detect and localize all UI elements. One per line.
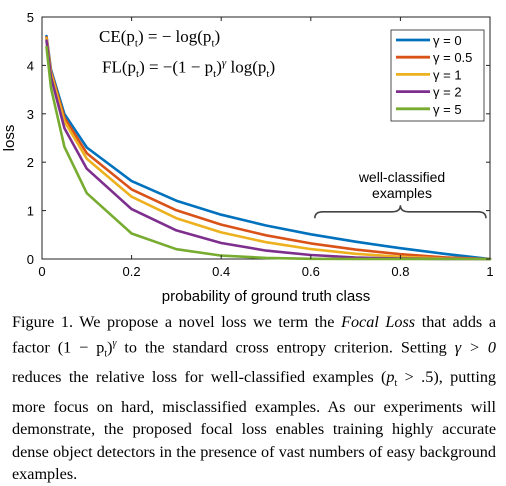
x-axis-label: probability of ground truth class: [162, 288, 370, 305]
x-tick-label: 0.6: [302, 264, 320, 279]
y-tick-label: 5: [27, 10, 34, 25]
y-tick-label: 3: [27, 107, 34, 122]
legend-label-2: γ = 1: [433, 67, 462, 82]
y-axis-label: loss: [1, 125, 18, 152]
legend-label-3: γ = 2: [433, 85, 462, 100]
ce-equation: CE(pt) = − log(pt): [99, 27, 221, 50]
x-tick-label: 0.8: [391, 264, 409, 279]
y-tick-label: 2: [27, 155, 34, 170]
y-tick-label: 0: [27, 252, 34, 267]
caption-label: Figure 1.: [12, 313, 73, 331]
focal-loss-chart: 0 0.2 0.4 0.6 0.8 1 0 1 2 3 4 5 loss probability of…: [1, 10, 494, 305]
x-tick-label: 0.4: [212, 264, 230, 279]
well-classified-annotation: well-classified examples: [314, 169, 487, 219]
annotation-text-line1: well-classified: [358, 169, 445, 185]
annotation-brace: [314, 205, 487, 219]
y-tick-label: 4: [27, 58, 34, 73]
annotation-text-line2: examples: [372, 185, 432, 201]
legend: γ = 0 γ = 0.5 γ = 1 γ = 2 γ = 5: [390, 29, 485, 122]
figure-caption: Figure 1. We propose a novel loss we ter…: [12, 313, 497, 484]
x-tick-label: 0.2: [123, 264, 141, 279]
y-tick-label: 1: [27, 204, 34, 219]
legend-label-0: γ = 0: [433, 33, 462, 48]
x-tick-label: 0: [38, 264, 45, 279]
focal-loss-term: Focal Loss: [341, 313, 416, 331]
legend-label-1: γ = 0.5: [433, 50, 472, 65]
x-tick-label: 1: [486, 264, 493, 279]
legend-label-4: γ = 5: [433, 102, 462, 117]
fl-equation: FL(pt) = −(1 − pt)γ log(pt): [102, 57, 276, 81]
